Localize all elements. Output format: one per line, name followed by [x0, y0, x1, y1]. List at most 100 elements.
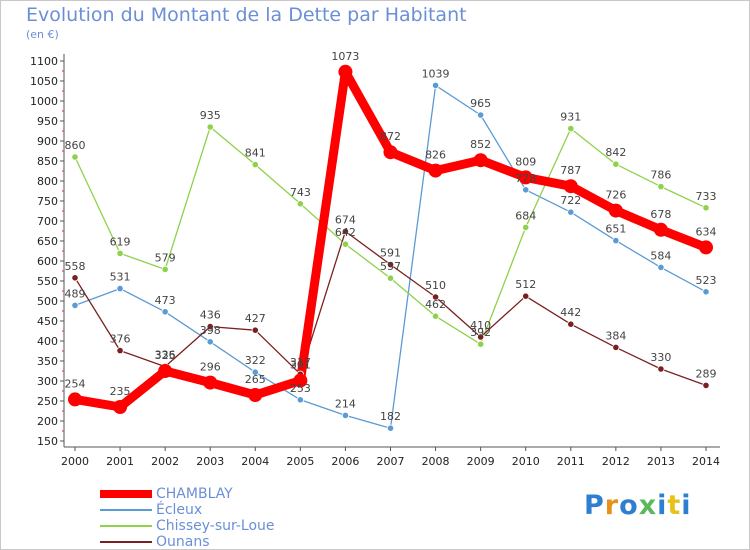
data-point: [113, 400, 128, 414]
data-point: [563, 179, 578, 194]
data-label: 931: [560, 111, 581, 124]
x-tick-label: 2012: [602, 455, 630, 468]
data-label: 557: [380, 260, 401, 273]
data-label: 591: [380, 247, 401, 260]
x-tick-label: 2013: [647, 455, 675, 468]
data-point: [703, 205, 709, 211]
data-point: [658, 264, 664, 271]
data-point: [158, 364, 173, 378]
data-point: [608, 203, 623, 218]
data-point: [117, 347, 123, 354]
data-point: [387, 261, 394, 268]
data-point: [248, 388, 263, 402]
data-label: 935: [200, 109, 221, 122]
y-tick-label: 500: [37, 295, 58, 308]
y-tick-label: 1000: [30, 95, 58, 108]
data-point: [68, 392, 82, 407]
data-label: 182: [380, 410, 401, 423]
data-point: [477, 341, 484, 348]
legend-swatch-ecleux: [100, 509, 152, 511]
data-label: 427: [245, 312, 266, 325]
data-label: 579: [155, 251, 176, 264]
legend-swatch-ounans: [100, 541, 152, 543]
legend-swatch-chamblay: [100, 490, 152, 498]
data-label: 436: [200, 309, 221, 322]
data-point: [613, 237, 619, 244]
data-point: [72, 154, 78, 160]
x-tick-label: 2004: [241, 455, 269, 468]
data-point: [162, 266, 168, 273]
data-label: 254: [65, 377, 86, 390]
data-label: 1039: [422, 67, 450, 80]
x-tick-label: 2009: [467, 455, 495, 468]
data-point: [522, 293, 529, 300]
proxiti-logo: Proxiti: [584, 490, 692, 521]
data-label: 684: [515, 209, 536, 222]
data-label: 473: [155, 294, 176, 307]
data-point: [72, 302, 78, 309]
data-label: 787: [560, 164, 581, 177]
data-label: 722: [560, 194, 581, 207]
chart-axes: 150 200 250 300 350 400 450 500 550 600 650 700 750 8…: [30, 54, 720, 468]
data-point: [432, 82, 439, 89]
data-point: [293, 373, 308, 388]
data-label: 410: [470, 319, 491, 332]
data-point: [567, 321, 574, 328]
data-label: 462: [425, 298, 446, 311]
y-tick-label: 700: [37, 215, 58, 228]
data-point: [342, 241, 349, 247]
logo-letter: r: [604, 490, 620, 521]
data-point: [342, 228, 349, 235]
data-label: 826: [425, 149, 446, 162]
data-label: 253: [290, 382, 311, 395]
data-label: 965: [470, 97, 491, 110]
data-label: 214: [335, 397, 356, 410]
data-label: 1073: [331, 50, 359, 63]
data-label: 619: [110, 235, 131, 248]
data-point: [518, 170, 533, 185]
data-label: 651: [605, 223, 626, 236]
data-label: 726: [605, 189, 626, 202]
x-tick-label: 2006: [331, 455, 359, 468]
legend-label-chamblay: CHAMBLAY: [156, 486, 233, 502]
data-point: [342, 412, 349, 419]
legend-label-ounans: Ounans: [156, 534, 210, 550]
data-label: 531: [110, 271, 131, 284]
data-point: [117, 285, 123, 292]
x-tick-label: 2003: [196, 455, 224, 468]
data-point: [522, 224, 529, 231]
data-point: [567, 209, 574, 215]
x-tick-label: 2000: [61, 455, 89, 468]
y-tick-label: 200: [37, 415, 58, 428]
legend-label-chissey: Chissey-sur-Loue: [156, 518, 275, 534]
y-tick-label: 300: [37, 375, 58, 388]
data-point: [383, 145, 398, 160]
data-point: [473, 153, 488, 168]
data-point: [252, 161, 259, 168]
data-label: 674: [335, 213, 356, 226]
data-point: [703, 289, 709, 295]
data-label: 841: [245, 147, 266, 160]
data-label: 733: [696, 190, 717, 203]
data-point: [432, 294, 439, 300]
data-label: 330: [650, 351, 671, 364]
data-point: [207, 124, 214, 130]
logo-letter: P: [584, 490, 605, 521]
data-label: 778: [515, 172, 536, 185]
data-label: 584: [650, 249, 671, 262]
x-tick-label: 2008: [422, 455, 450, 468]
data-label: 317: [290, 356, 311, 369]
data-label: 852: [470, 138, 491, 151]
x-tick-label: 2014: [692, 455, 720, 468]
series-points: [68, 64, 713, 432]
y-tick-label: 150: [37, 435, 58, 448]
data-label: 301: [290, 359, 311, 372]
y-tick-label: 550: [37, 275, 58, 288]
data-label: 336: [155, 349, 176, 362]
data-point: [567, 125, 574, 132]
data-label: 510: [425, 279, 446, 292]
data-point: [658, 366, 664, 372]
data-point: [613, 344, 619, 351]
data-label: 743: [290, 186, 311, 199]
data-label: 384: [605, 329, 626, 342]
